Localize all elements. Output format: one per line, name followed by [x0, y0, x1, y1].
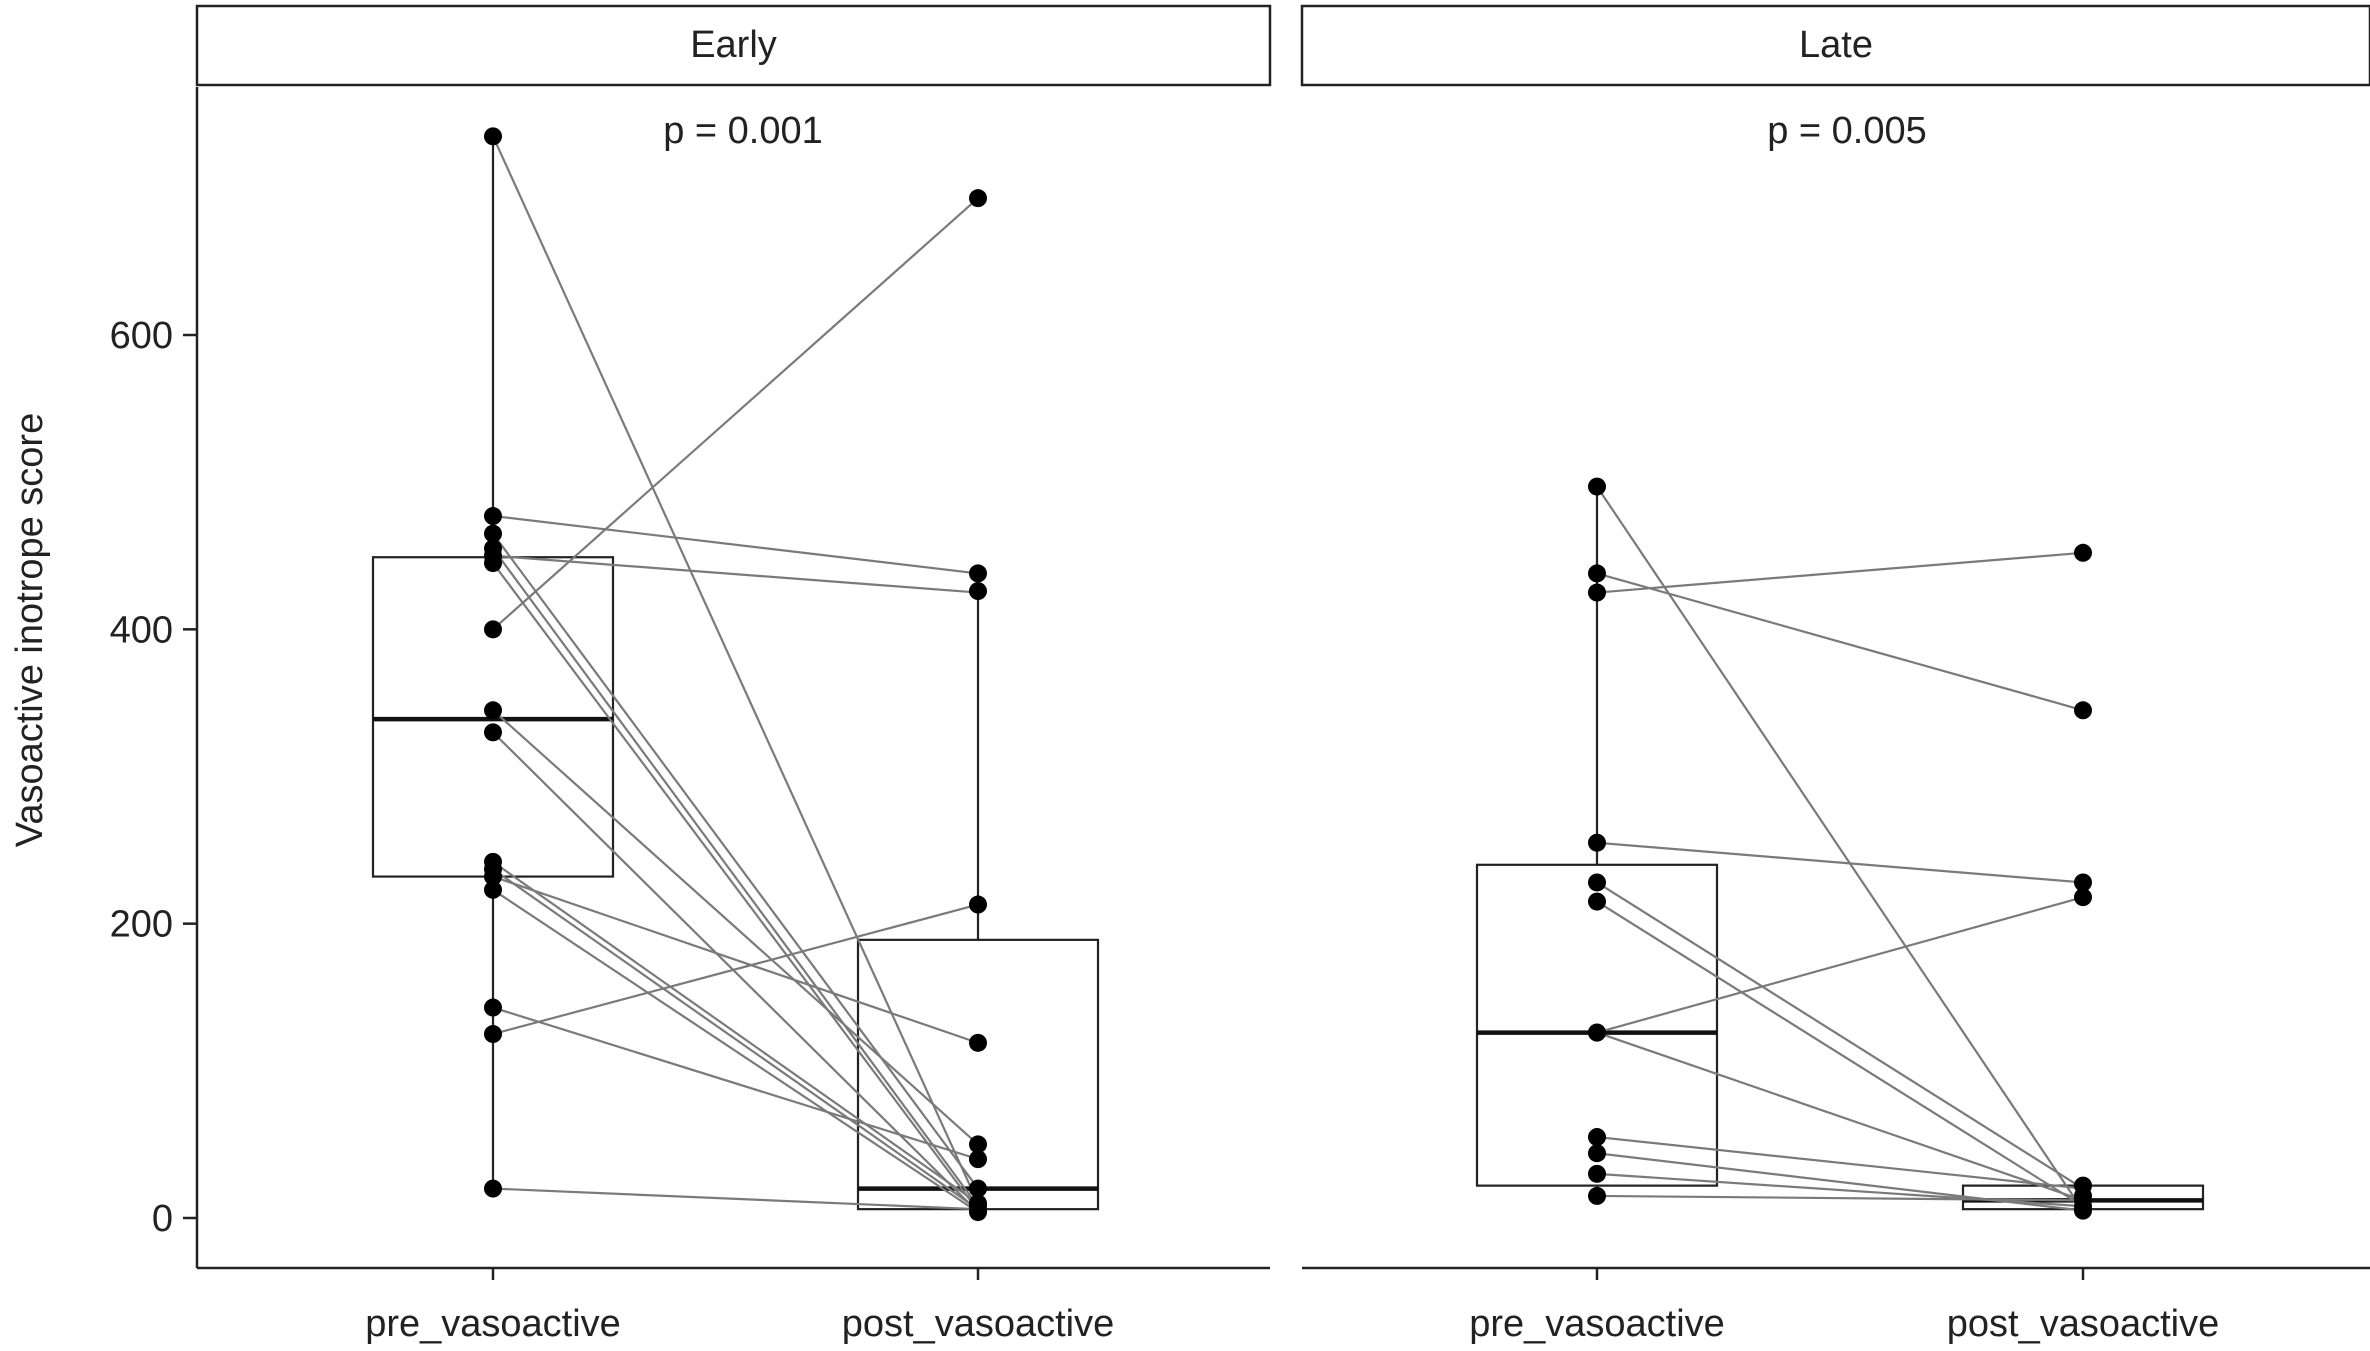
post-point [969, 895, 987, 914]
post-point [969, 582, 987, 601]
paired-line [492, 1006, 979, 1161]
x-tick-label: pre_vasoactive [365, 1303, 621, 1345]
pre-point [484, 723, 502, 742]
x-tick-label: post_vasoactive [1947, 1303, 2220, 1345]
paired-line [492, 554, 979, 594]
paired-line [492, 888, 979, 1214]
post-point [2074, 1201, 2092, 1220]
paired-line [492, 868, 979, 1211]
post-point [2074, 543, 2092, 562]
paired-line [492, 903, 979, 1036]
paired-line [1596, 1172, 2084, 1208]
paired-line [1596, 881, 2084, 1190]
post-point [969, 1150, 987, 1169]
paired-line [1596, 841, 2084, 884]
strip-header [1300, 4, 2370, 87]
pre-point [1588, 583, 1606, 602]
post-point [969, 564, 987, 583]
facet-panel: Early p = 0.001 pre_vasoactive post_vasoact… [195, 4, 1272, 1345]
y-tick-label: 600 [110, 315, 173, 357]
post-point [969, 1179, 987, 1198]
pre-point [484, 524, 502, 543]
paired-line [492, 875, 979, 1044]
pre-point [484, 880, 502, 899]
pre-point [484, 998, 502, 1017]
paired-line [1596, 896, 2084, 1034]
y-tick-label: 200 [110, 904, 173, 946]
paired-line [492, 547, 979, 1207]
box-iqr [1475, 863, 1719, 1187]
y-axis: 0 200 400 600 [110, 87, 199, 1268]
x-tick-label: pre_vasoactive [1469, 1303, 1725, 1345]
pre-point [1588, 564, 1606, 583]
pre-point [1588, 477, 1606, 496]
p-value-annotation: p = 0.005 [1767, 110, 1927, 152]
pre-point [484, 507, 502, 526]
pre-point [1588, 1186, 1606, 1205]
y-tick-label: 0 [152, 1198, 173, 1240]
pre-point [1588, 1144, 1606, 1163]
paired-line [1596, 1194, 2084, 1202]
paired-line [492, 562, 979, 1212]
paired-line [492, 860, 979, 1205]
pre-point [1588, 1164, 1606, 1183]
post-point [969, 189, 987, 208]
strip-header [195, 4, 1272, 87]
post-point [969, 1033, 987, 1052]
y-tick-label: 400 [110, 609, 173, 651]
paired-line [1596, 551, 2084, 594]
pre-point [484, 701, 502, 720]
pre-point [484, 620, 502, 639]
pre-point [484, 1179, 502, 1198]
pre-point [1588, 1023, 1606, 1042]
pre-point [1588, 873, 1606, 892]
paired-line [492, 533, 979, 1190]
paired-line [1596, 572, 2084, 712]
pre-point [1588, 892, 1606, 911]
paired-line [492, 197, 979, 631]
pre-point [484, 554, 502, 573]
x-tick-label: post_vasoactive [842, 1303, 1115, 1345]
paired-line [1596, 1135, 2084, 1190]
y-axis-label: Vasoactive inotrope score [9, 413, 51, 847]
post-point [969, 1203, 987, 1222]
pre-point [484, 1025, 502, 1044]
paired-line [1596, 1031, 2084, 1202]
post-point [2074, 888, 2092, 907]
strip-label: Late [1799, 24, 1873, 66]
post-point [969, 1135, 987, 1154]
pre-point [1588, 833, 1606, 852]
p-value-annotation: p = 0.001 [663, 110, 823, 152]
paired-line [492, 731, 979, 1213]
pre-point [484, 867, 502, 886]
paired-line [492, 709, 979, 1146]
post-point [2074, 873, 2092, 892]
paired-line [491, 135, 980, 1204]
paired-line [1596, 900, 2084, 1208]
paired-line [492, 1187, 979, 1211]
facet-panels: Early p = 0.001 pre_vasoactive post_vasoact… [195, 4, 2370, 1345]
strip-label: Early [690, 24, 777, 66]
paired-line [1596, 485, 2084, 1212]
post-point [2074, 701, 2092, 720]
paired-line [492, 514, 979, 575]
pre-point [1588, 1128, 1606, 1147]
facet-panel: Late p = 0.005 pre_vasoactive post_vasoacti… [1300, 4, 2370, 1345]
pre-point [484, 127, 502, 146]
